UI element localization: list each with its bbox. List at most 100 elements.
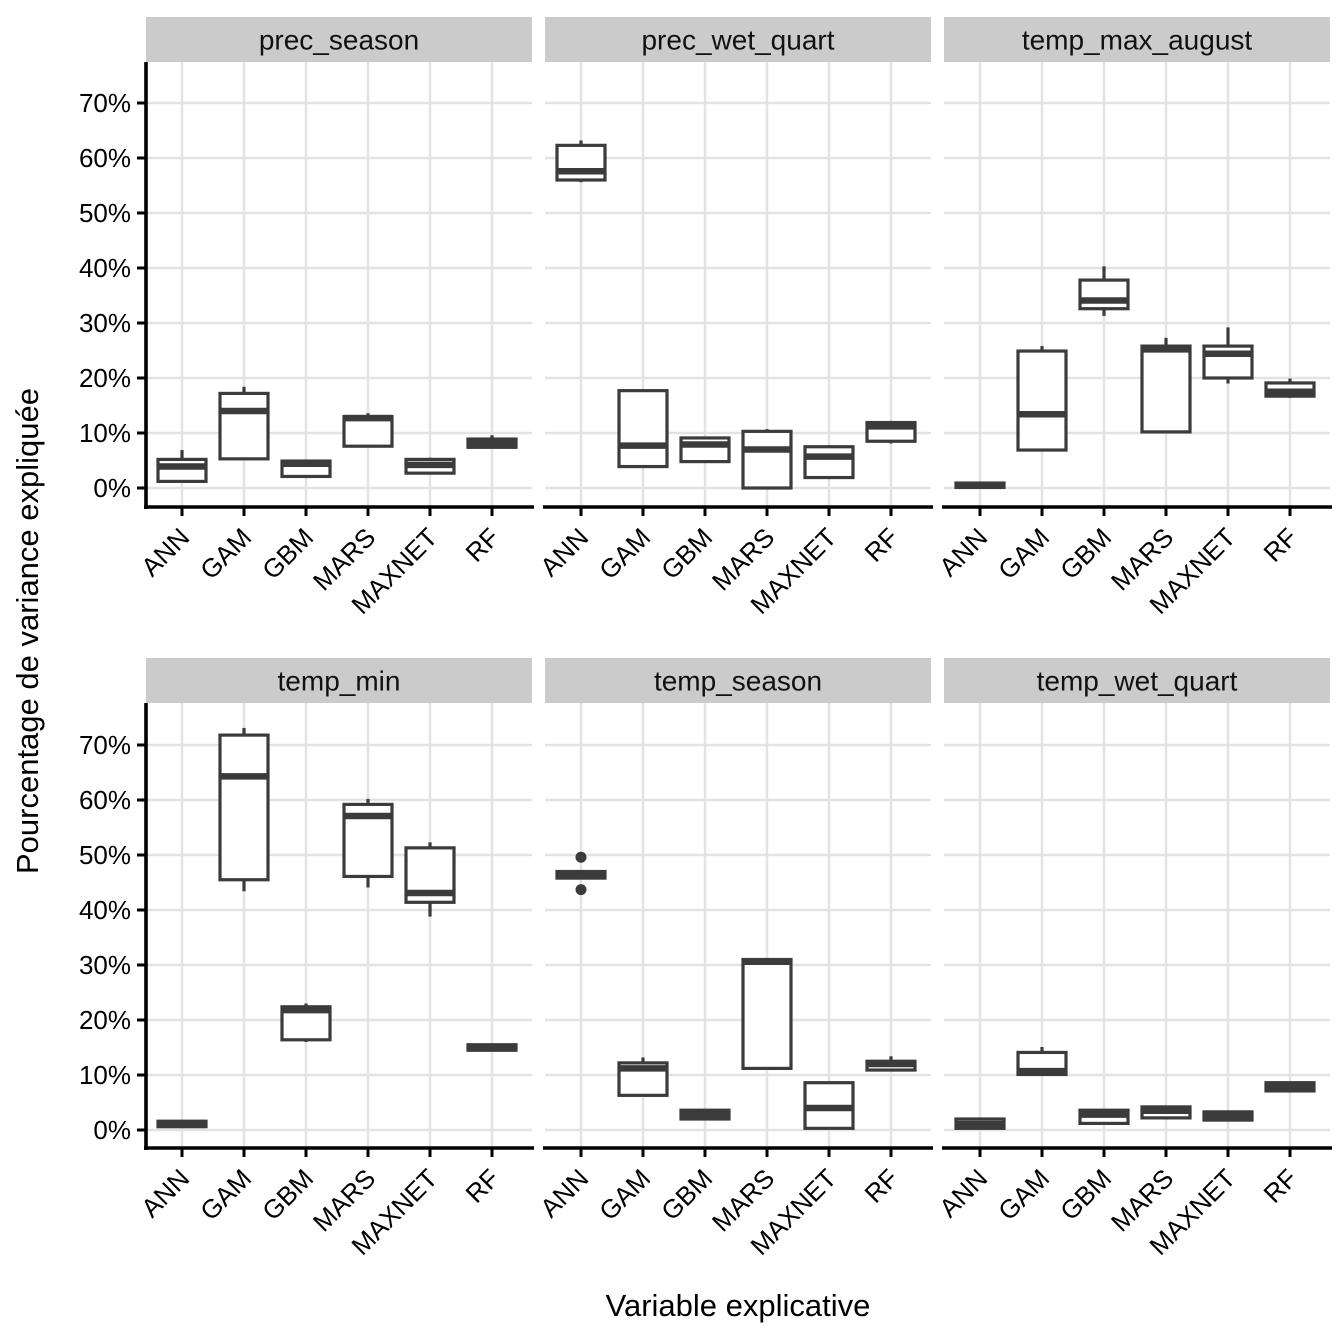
y-tick-label: 70%	[79, 730, 131, 760]
iqr-box	[342, 414, 394, 448]
x-tick-label: RF	[859, 1163, 905, 1209]
x-tick-label: ANN	[534, 1163, 594, 1223]
x-tick-label: GAM	[992, 522, 1055, 585]
boxplot-temp_season-GBM	[679, 1108, 731, 1121]
iqr-box	[1016, 349, 1068, 452]
x-axis-title: Variable explicative	[605, 1288, 871, 1323]
y-tick-label: 0%	[93, 1115, 131, 1145]
boxplot-temp_season-GAM	[617, 1057, 669, 1097]
iqr-box	[741, 957, 793, 1071]
boxplot-temp_wet_quart-GBM	[1078, 1108, 1130, 1125]
boxplot-temp_season-ANN	[555, 851, 607, 896]
y-tick-label: 50%	[79, 198, 131, 228]
boxplot-temp_wet_quart-MAXNET	[1202, 1110, 1254, 1122]
boxplot-temp_season-MAXNET	[803, 1081, 855, 1130]
iqr-box	[1078, 278, 1130, 311]
boxplot-temp_wet_quart-MARS	[1140, 1105, 1192, 1120]
x-tick-label: ANN	[534, 522, 594, 582]
x-tick-label: RF	[1258, 522, 1304, 568]
boxplot-prec_wet_quart-GAM	[617, 389, 669, 469]
iqr-box	[555, 143, 607, 182]
x-tick-label: ANN	[135, 522, 195, 582]
boxplot-temp_wet_quart-GAM	[1016, 1046, 1068, 1077]
boxplot-prec_wet_quart-MAXNET	[803, 445, 855, 480]
boxplot-temp_min-GBM	[280, 1003, 332, 1042]
boxplot-prec_season-MARS	[342, 413, 394, 448]
boxplot-temp_min-ANN	[156, 1119, 208, 1129]
boxplot-temp_min-GAM	[218, 727, 270, 892]
y-tick-label: 40%	[79, 253, 131, 283]
y-tick-label: 30%	[79, 308, 131, 338]
boxplot-temp_max_august-GAM	[1016, 346, 1068, 452]
boxplot-temp_max_august-RF	[1264, 378, 1316, 398]
boxplot-temp_season-MARS	[741, 957, 793, 1071]
boxplot-temp_max_august-MAXNET	[1202, 327, 1254, 384]
iqr-box	[803, 445, 855, 480]
outlier-point	[575, 884, 587, 896]
x-tick-label: RF	[460, 1163, 506, 1209]
facet-strip	[944, 17, 1330, 62]
facet-strip-label: temp_min	[278, 666, 401, 697]
y-tick-label: 60%	[79, 785, 131, 815]
facet-strip	[545, 17, 931, 62]
boxplot-temp_max_august-ANN	[954, 481, 1006, 490]
y-tick-label: 10%	[79, 418, 131, 448]
iqr-box	[156, 457, 208, 483]
boxplot-prec_wet_quart-GBM	[679, 436, 731, 464]
x-tick-label: GAM	[593, 1163, 656, 1226]
iqr-box	[741, 429, 793, 490]
x-tick-label: ANN	[933, 522, 993, 582]
y-tick-label: 50%	[79, 840, 131, 870]
x-tick-label: RF	[1258, 1163, 1304, 1209]
boxplot-prec_season-ANN	[156, 450, 208, 483]
outlier-point	[575, 851, 587, 863]
x-tick-label: ANN	[135, 1163, 195, 1223]
boxplot-prec_wet_quart-MARS	[741, 429, 793, 490]
facet-strip	[146, 17, 532, 62]
x-tick-label: GAM	[992, 1163, 1055, 1226]
boxplot-prec_season-MAXNET	[404, 457, 456, 475]
y-tick-label: 40%	[79, 895, 131, 925]
x-tick-label: GAM	[593, 522, 656, 585]
iqr-box	[617, 389, 669, 469]
facet-strip-label: prec_wet_quart	[641, 25, 834, 56]
boxplot-temp_min-MARS	[342, 798, 394, 888]
boxplot-prec_wet_quart-RF	[865, 420, 917, 444]
y-tick-label: 30%	[79, 950, 131, 980]
boxplot-prec_season-RF	[466, 435, 518, 449]
facet-strip-label: temp_season	[654, 666, 822, 697]
x-tick-label: ANN	[933, 1163, 993, 1223]
iqr-box	[1140, 344, 1192, 434]
boxplot-prec_season-GAM	[218, 386, 270, 461]
facet-strip-label: prec_season	[259, 25, 419, 56]
iqr-box	[218, 733, 270, 882]
boxplot-temp_wet_quart-RF	[1264, 1081, 1316, 1093]
x-tick-label: GAM	[194, 1163, 257, 1226]
y-tick-label: 10%	[79, 1060, 131, 1090]
y-tick-label: 20%	[79, 363, 131, 393]
y-tick-label: 0%	[93, 473, 131, 503]
y-tick-label: 70%	[79, 88, 131, 118]
boxplot-temp_max_august-GBM	[1078, 266, 1130, 316]
boxplot-temp_min-MAXNET	[404, 842, 456, 917]
boxplot-prec_season-GBM	[280, 459, 332, 479]
x-tick-label: RF	[460, 522, 506, 568]
boxplot-prec_wet_quart-ANN	[555, 140, 607, 183]
facet-strip	[146, 658, 532, 703]
facet-strip	[944, 658, 1330, 703]
y-tick-label: 60%	[79, 143, 131, 173]
facet-strip-label: temp_max_august	[1022, 25, 1253, 56]
facet-strip	[545, 658, 931, 703]
boxplot-temp_season-RF	[865, 1056, 917, 1072]
y-axis-title: Pourcentage de variance expliquée	[10, 388, 45, 875]
boxplot-temp_min-RF	[466, 1043, 518, 1052]
y-tick-label: 20%	[79, 1005, 131, 1035]
facet-strip-label: temp_wet_quart	[1037, 666, 1238, 697]
